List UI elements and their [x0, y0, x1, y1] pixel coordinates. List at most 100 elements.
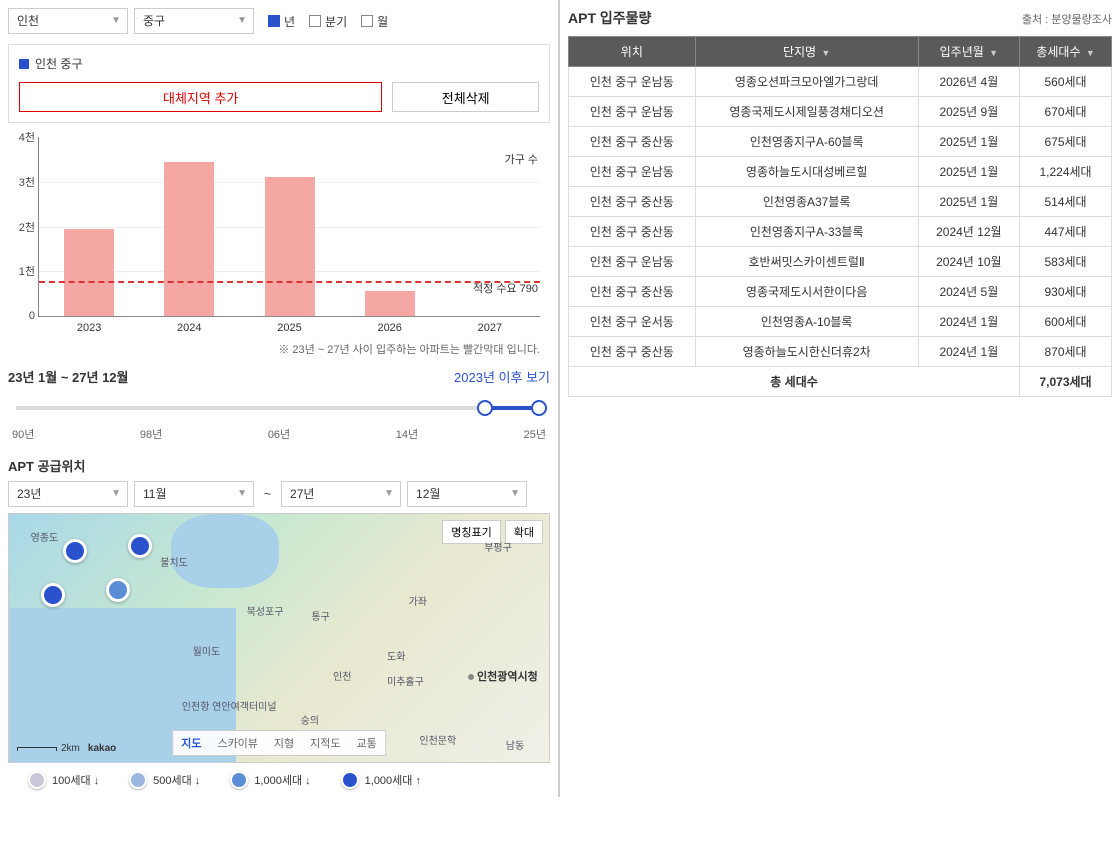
table-row[interactable]: 인천 중구 중산동인천영종지구A-60블록2025년 1월675세대 [569, 127, 1112, 157]
table-cell: 2024년 5월 [918, 277, 1019, 307]
range-slider[interactable] [8, 394, 550, 422]
period-option[interactable]: 년 [268, 13, 295, 30]
range-tilde: ~ [260, 487, 275, 501]
region2-select[interactable]: 중구 ▼ [134, 8, 254, 34]
table-header[interactable]: 입주년월 ▼ [918, 37, 1019, 67]
table-cell: 447세대 [1020, 217, 1112, 247]
table-row[interactable]: 인천 중구 중산동인천영종지구A-33블록2024년 12월447세대 [569, 217, 1112, 247]
map[interactable]: 명칭표기 확대 2km kakao 지도스카이뷰지형지적도교통 영종도불치도북성… [8, 513, 550, 763]
map-label: 숭의 [301, 712, 319, 727]
selected-region-label: 인천 중구 [35, 55, 83, 72]
y-tick: 2천 [11, 219, 35, 235]
right-source: 출처 : 분양물량조사 [1022, 11, 1112, 27]
table-cell: 2024년 1월 [918, 307, 1019, 337]
y-tick: 4천 [11, 129, 35, 145]
to-month-select[interactable]: 12월▼ [407, 481, 527, 507]
table-header[interactable]: 총세대수 ▼ [1020, 37, 1112, 67]
table-header[interactable]: 단지명 ▼ [695, 37, 918, 67]
table-row[interactable]: 인천 중구 운남동영종오션파크모아엘가그랑데2026년 4월560세대 [569, 67, 1112, 97]
slider-labels: 90년98년06년14년25년 [8, 426, 550, 442]
table-row[interactable]: 인천 중구 중산동영종하늘도시한신더휴2차2024년 1월870세대 [569, 337, 1112, 367]
table-row[interactable]: 인천 중구 운남동영종하늘도시대성베르힐2025년 1월1,224세대 [569, 157, 1112, 187]
supply-chart: 가구 수 01천2천3천4천20232024202520262027 적정 수요… [8, 137, 550, 337]
chevron-down-icon: ▼ [237, 482, 247, 506]
map-tab[interactable]: 교통 [349, 731, 385, 755]
from-year-select[interactable]: 23년▼ [8, 481, 128, 507]
sort-icon: ▼ [989, 48, 998, 58]
chevron-down-icon: ▼ [384, 482, 394, 506]
period-label: 월 [377, 13, 388, 30]
table-cell: 2026년 4월 [918, 67, 1019, 97]
map-tab[interactable]: 스카이뷰 [209, 731, 265, 755]
map-tab[interactable]: 지형 [266, 731, 302, 755]
table-row[interactable]: 인천 중구 중산동인천영종A37블록2025년 1월514세대 [569, 187, 1112, 217]
pin-icon [28, 771, 46, 789]
period-option[interactable]: 월 [361, 13, 388, 30]
map-label: 도화 [387, 648, 405, 663]
table-cell: 600세대 [1020, 307, 1112, 337]
slider-tick: 14년 [396, 426, 418, 442]
range-title: 23년 1월 ~ 27년 12월 [8, 367, 129, 386]
map-pin[interactable] [63, 539, 87, 563]
table-cell: 호반써밋스카이센트럴Ⅱ [695, 247, 918, 277]
table-cell: 2025년 1월 [918, 187, 1019, 217]
map-label: 남동 [506, 737, 524, 752]
chevron-down-icon: ▼ [111, 482, 121, 506]
map-label: 미추홀구 [387, 673, 424, 688]
region1-select[interactable]: 인천 ▼ [8, 8, 128, 34]
table-cell: 2025년 1월 [918, 157, 1019, 187]
add-region-button[interactable]: 대체지역 추가 [19, 82, 382, 112]
map-pin[interactable] [128, 534, 152, 558]
table-cell: 2024년 1월 [918, 337, 1019, 367]
square-icon [19, 59, 29, 69]
slider-thumb-start[interactable] [477, 400, 493, 416]
region-box: 인천 중구 대체지역 추가 전체삭제 [8, 44, 550, 123]
chart-bar[interactable] [365, 291, 415, 316]
table-cell: 영종국제도시서한이다음 [695, 277, 918, 307]
table-cell: 2024년 10월 [918, 247, 1019, 277]
total-label: 총 세대수 [569, 367, 1020, 397]
chevron-down-icon: ▼ [111, 9, 121, 33]
chart-bar[interactable] [64, 229, 114, 316]
map-pin[interactable] [106, 578, 130, 602]
to-year-select[interactable]: 27년▼ [281, 481, 401, 507]
chart-bar[interactable] [265, 177, 315, 316]
slider-tick: 06년 [268, 426, 290, 442]
region1-value: 인천 [17, 14, 39, 28]
table-cell: 560세대 [1020, 67, 1112, 97]
chart-note: ※ 23년 ~ 27년 사이 입주하는 아파트는 빨간막대 입니다. [8, 341, 550, 357]
region2-value: 중구 [143, 14, 165, 28]
slider-tick: 25년 [524, 426, 546, 442]
pin-icon [341, 771, 359, 789]
map-name-toggle[interactable]: 명칭표기 [442, 520, 500, 544]
table-cell: 670세대 [1020, 97, 1112, 127]
table-row[interactable]: 인천 중구 운서동인천영종A-10블록2024년 1월600세대 [569, 307, 1112, 337]
table-row[interactable]: 인천 중구 운남동영종국제도시제일풍경채디오션2025년 9월670세대 [569, 97, 1112, 127]
period-option[interactable]: 분기 [309, 13, 347, 30]
delete-all-button[interactable]: 전체삭제 [392, 82, 539, 112]
map-tabs: 지도스카이뷰지형지적도교통 [172, 730, 386, 756]
map-label: 영종도 [31, 529, 59, 544]
selected-region: 인천 중구 [19, 55, 539, 72]
table-cell: 인천영종지구A-60블록 [695, 127, 918, 157]
from-month-select[interactable]: 11월▼ [134, 481, 254, 507]
pin-legend: 100세대 ↓500세대 ↓1,000세대 ↓1,000세대 ↑ [8, 771, 550, 789]
period-label: 분기 [325, 13, 347, 30]
slider-tick: 98년 [140, 426, 162, 442]
table-cell: 인천 중구 운남동 [569, 67, 696, 97]
table-row[interactable]: 인천 중구 운남동호반써밋스카이센트럴Ⅱ2024년 10월583세대 [569, 247, 1112, 277]
table-cell: 870세대 [1020, 337, 1112, 367]
table-cell: 인천 중구 운서동 [569, 307, 696, 337]
table-cell: 인천 중구 중산동 [569, 217, 696, 247]
map-tab[interactable]: 지도 [173, 731, 209, 755]
map-pin[interactable] [41, 583, 65, 607]
chevron-down-icon: ▼ [510, 482, 520, 506]
map-label: 인천문학 [419, 732, 456, 747]
table-row[interactable]: 인천 중구 중산동영종국제도시서한이다음2024년 5월930세대 [569, 277, 1112, 307]
slider-thumb-end[interactable] [531, 400, 547, 416]
range-link[interactable]: 2023년 이후 보기 [454, 367, 550, 386]
x-tick: 2026 [377, 322, 401, 334]
map-zoom-button[interactable]: 확대 [505, 520, 543, 544]
map-tab[interactable]: 지적도 [302, 731, 348, 755]
chart-bar[interactable] [164, 162, 214, 316]
